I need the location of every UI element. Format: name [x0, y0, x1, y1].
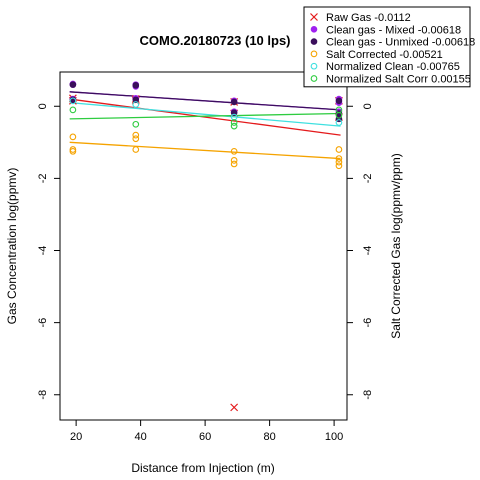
data-point-5: [335, 111, 343, 119]
legend-entry-5: Normalized Salt Corr 0.00155: [326, 74, 471, 86]
x-tick-label: 60: [199, 431, 211, 443]
data-point-3: [69, 133, 77, 141]
legend-entry-4: Normalized Clean -0.00765: [326, 61, 460, 73]
legend-box: [303, 6, 471, 88]
trend-line-5: [69, 112, 341, 120]
legend-marker-2: [310, 38, 318, 45]
plot-frame: [59, 71, 348, 421]
x-tick-label: 20: [70, 431, 82, 443]
legend-entry-3: Salt Corrected -0.00521: [326, 49, 443, 61]
legend-marker-0: [310, 13, 318, 21]
data-point-2: [230, 98, 238, 106]
data-point-3: [335, 155, 343, 162]
chart-title: COMO.20180723 (10 lps): [139, 33, 290, 48]
data-point-5: [230, 119, 238, 126]
data-point-3: [132, 146, 140, 153]
data-point-3: [230, 147, 238, 155]
y-tick-label-left: 0: [37, 103, 49, 109]
x-tick-label: 40: [134, 431, 146, 443]
trend-line-2: [69, 91, 341, 111]
data-point-3: [230, 160, 238, 168]
trend-line-3: [69, 141, 341, 160]
y-axis-right: 0 -2 -4 -6 -8: [347, 103, 374, 400]
data-point-5: [132, 120, 140, 128]
legend-entry-0: Raw Gas -0.0112: [326, 12, 411, 24]
data-point-4: [69, 97, 77, 105]
data-point-2: [132, 96, 140, 104]
data-point-0: [230, 403, 239, 412]
data-point-5: [69, 106, 77, 114]
data-point-4: [132, 101, 140, 108]
legend-marker-3: [310, 50, 318, 58]
x-tick-label: 80: [263, 431, 275, 443]
data-point-3: [132, 131, 140, 139]
y-axis-title-left: Gas Concentration log(ppmv): [5, 168, 19, 325]
legend-entry-1: Clean gas - Mixed -0.00618: [326, 24, 461, 36]
plot-content: [68, 80, 343, 412]
y-tick-label-right: 0: [362, 103, 374, 109]
legend-entry-2: Clean gas - Unmixed -0.00618: [326, 37, 475, 49]
data-point-3: [132, 135, 140, 143]
x-axis: 20 40 60 80 100: [70, 420, 343, 443]
legend-marker-1: [310, 26, 318, 33]
data-point-5: [230, 122, 238, 130]
trend-line-4: [69, 102, 341, 127]
trend-line-0: [69, 98, 341, 136]
y-tick-label-left: -4: [37, 246, 49, 256]
data-point-3: [335, 162, 343, 170]
x-axis-title: Distance from Injection (m): [131, 461, 274, 475]
data-point-3: [69, 147, 77, 155]
legend-marker-5: [310, 75, 318, 82]
y-axis-left: 0 -2 -4 -6 -8: [37, 103, 60, 400]
y-axis-title-right: Salt Corrected Gas log(ppmv/ppm): [389, 153, 403, 338]
data-point-2: [132, 82, 140, 89]
y-tick-label-left: -2: [37, 173, 49, 183]
data-point-2: [69, 81, 77, 88]
data-point-3: [335, 158, 343, 166]
data-point-3: [335, 146, 343, 153]
data-point-4: [335, 119, 343, 126]
y-tick-label-left: -6: [37, 318, 49, 328]
data-point-3: [230, 157, 238, 164]
y-tick-label-right: -2: [362, 173, 374, 183]
y-tick-label-right: -6: [362, 318, 374, 328]
y-tick-label-left: -8: [37, 390, 49, 400]
y-tick-label-right: -4: [362, 246, 374, 256]
y-tick-label-right: -8: [362, 390, 374, 400]
legend-marker-4: [310, 62, 318, 70]
data-point-2: [335, 97, 343, 105]
x-tick-label: 100: [325, 431, 343, 443]
